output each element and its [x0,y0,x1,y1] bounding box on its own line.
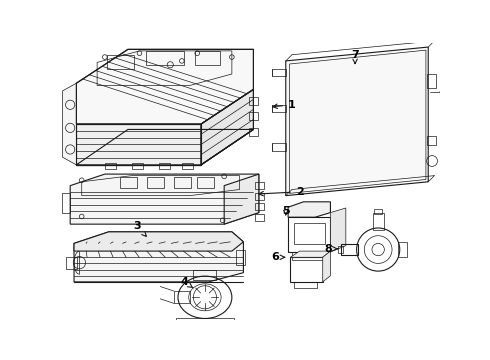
Polygon shape [63,83,76,165]
Bar [249,112,258,120]
Polygon shape [291,251,330,257]
Polygon shape [224,174,259,224]
Bar [272,69,286,76]
Polygon shape [74,232,244,251]
Bar [255,203,264,210]
Bar [132,163,144,169]
Bar [174,291,190,303]
Bar [120,177,137,188]
Polygon shape [323,251,330,282]
Bar [146,51,184,65]
Bar [288,217,330,252]
Bar [272,143,286,151]
Bar [272,105,286,112]
Bar [249,128,258,136]
Polygon shape [70,174,259,224]
Bar [338,246,343,253]
Bar [427,74,436,88]
Bar [159,163,171,169]
Bar [398,242,408,257]
Text: 4: 4 [180,277,193,288]
Text: 1: 1 [273,100,296,110]
Bar [66,257,77,269]
Bar [147,177,164,188]
Text: 5: 5 [282,206,290,216]
Text: 6: 6 [271,252,285,262]
Bar [182,163,194,169]
Bar [255,214,264,221]
Bar [291,257,323,282]
Bar [195,51,220,65]
Bar [197,177,214,188]
Polygon shape [76,49,253,124]
Bar [255,193,264,200]
Bar [107,55,134,69]
Bar [292,252,324,260]
Text: 7: 7 [351,50,359,63]
Bar [374,209,382,214]
Polygon shape [286,47,428,195]
Bar [174,177,191,188]
Polygon shape [201,89,253,165]
Text: 8: 8 [324,244,338,254]
Polygon shape [74,232,244,282]
Bar [105,163,117,169]
Bar [175,318,234,326]
Polygon shape [76,124,201,165]
Text: 2: 2 [259,187,303,197]
Bar [255,182,264,189]
Bar [194,270,217,280]
Bar [373,213,384,230]
Polygon shape [330,208,346,252]
Text: 3: 3 [133,221,147,236]
Bar [341,244,358,255]
Bar [294,222,325,244]
Bar [249,97,258,105]
Bar [63,193,70,213]
Bar [427,136,436,145]
Polygon shape [288,202,330,217]
Bar [294,282,318,288]
Bar [236,249,245,265]
